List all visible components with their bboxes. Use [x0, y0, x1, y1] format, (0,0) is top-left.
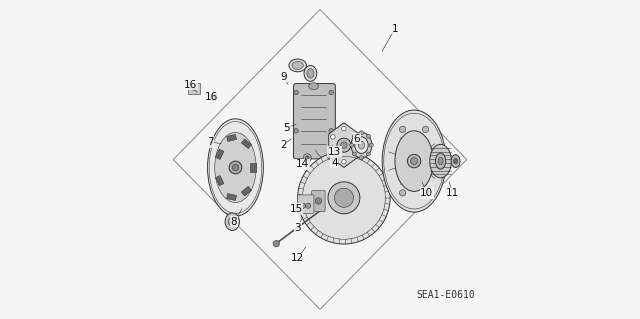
Ellipse shape — [307, 69, 314, 78]
Ellipse shape — [334, 188, 353, 207]
Circle shape — [329, 90, 333, 95]
Circle shape — [209, 93, 217, 101]
Circle shape — [273, 241, 280, 247]
Ellipse shape — [395, 131, 433, 191]
Ellipse shape — [411, 158, 418, 165]
Circle shape — [191, 85, 196, 90]
Ellipse shape — [358, 141, 365, 149]
Ellipse shape — [435, 153, 445, 169]
Ellipse shape — [328, 182, 360, 214]
Text: 3: 3 — [294, 223, 301, 233]
Circle shape — [340, 142, 347, 148]
Text: SEA1-E0610: SEA1-E0610 — [417, 290, 476, 300]
Ellipse shape — [408, 154, 421, 168]
Text: 4: 4 — [331, 158, 338, 168]
Text: 13: 13 — [328, 146, 341, 157]
Circle shape — [399, 190, 406, 196]
Circle shape — [353, 134, 356, 138]
Circle shape — [369, 143, 373, 147]
Text: 11: 11 — [445, 188, 459, 198]
Text: 7: 7 — [207, 137, 213, 147]
Circle shape — [331, 135, 335, 139]
Ellipse shape — [207, 119, 264, 216]
Circle shape — [337, 138, 351, 152]
Circle shape — [353, 151, 357, 156]
Ellipse shape — [429, 144, 451, 178]
Bar — [250, 163, 255, 172]
Circle shape — [422, 190, 429, 196]
Circle shape — [329, 129, 333, 133]
Ellipse shape — [225, 213, 239, 231]
Circle shape — [342, 126, 346, 131]
Ellipse shape — [292, 61, 303, 70]
Polygon shape — [173, 10, 467, 309]
Polygon shape — [329, 123, 359, 167]
Ellipse shape — [355, 137, 368, 153]
Bar — [216, 175, 224, 186]
Ellipse shape — [451, 155, 460, 167]
Circle shape — [301, 203, 306, 208]
Circle shape — [367, 152, 371, 156]
Ellipse shape — [229, 161, 242, 174]
Text: 15: 15 — [289, 204, 303, 214]
Ellipse shape — [382, 110, 446, 212]
Bar — [241, 186, 252, 196]
Circle shape — [306, 203, 311, 208]
Text: 16: 16 — [184, 79, 197, 90]
Text: 1: 1 — [392, 24, 398, 34]
Circle shape — [342, 160, 346, 164]
Text: 9: 9 — [280, 71, 287, 82]
Ellipse shape — [438, 158, 443, 165]
Circle shape — [422, 126, 429, 132]
Ellipse shape — [309, 83, 319, 90]
FancyBboxPatch shape — [312, 190, 325, 211]
Text: 10: 10 — [420, 188, 433, 198]
Text: 6: 6 — [353, 134, 360, 144]
Circle shape — [212, 96, 215, 99]
Circle shape — [349, 143, 353, 147]
Ellipse shape — [215, 132, 256, 203]
Circle shape — [454, 160, 457, 163]
FancyBboxPatch shape — [294, 84, 335, 159]
Ellipse shape — [351, 132, 372, 158]
Circle shape — [360, 156, 364, 160]
Text: 16: 16 — [205, 92, 218, 102]
Polygon shape — [188, 83, 200, 94]
Text: 2: 2 — [280, 140, 287, 150]
FancyBboxPatch shape — [298, 195, 314, 213]
Bar — [227, 194, 237, 201]
Circle shape — [353, 152, 356, 156]
Text: 8: 8 — [230, 217, 237, 227]
Circle shape — [399, 126, 406, 132]
Circle shape — [331, 151, 335, 156]
Bar — [227, 134, 237, 141]
Circle shape — [367, 134, 371, 138]
Ellipse shape — [228, 217, 236, 226]
Text: 12: 12 — [291, 253, 304, 263]
Ellipse shape — [232, 164, 239, 171]
Ellipse shape — [304, 65, 317, 81]
Ellipse shape — [289, 59, 307, 72]
Circle shape — [360, 131, 364, 135]
Ellipse shape — [454, 158, 458, 164]
Circle shape — [294, 129, 298, 133]
Circle shape — [316, 198, 321, 204]
Bar — [216, 149, 224, 160]
Circle shape — [303, 154, 312, 162]
Text: 14: 14 — [296, 159, 309, 169]
Ellipse shape — [298, 152, 390, 244]
Circle shape — [305, 156, 309, 160]
Text: 5: 5 — [283, 122, 290, 133]
Circle shape — [353, 135, 357, 139]
Circle shape — [294, 90, 298, 95]
Bar — [241, 139, 252, 149]
